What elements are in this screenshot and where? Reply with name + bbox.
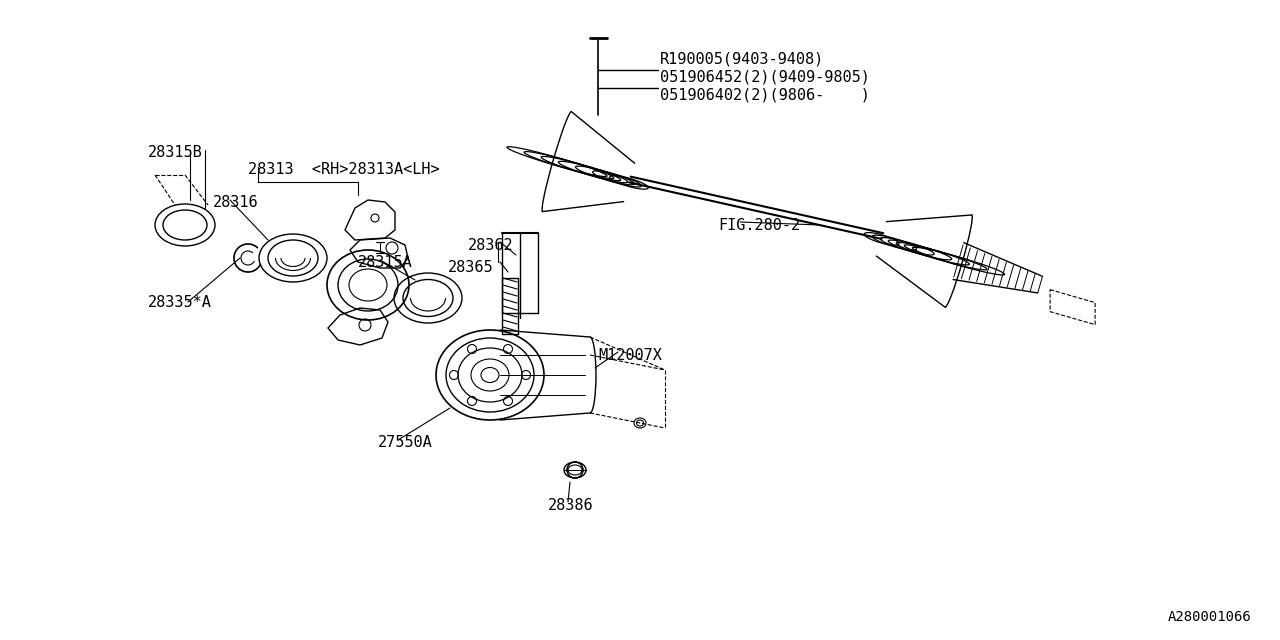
Text: FIG.280-2: FIG.280-2 [718,218,800,233]
Text: 27550A: 27550A [378,435,433,450]
Text: M12007X: M12007X [598,348,662,363]
Text: 28315B: 28315B [148,145,202,160]
Text: 28365: 28365 [448,260,494,275]
Text: 28313  <RH>28313A<LH>: 28313 <RH>28313A<LH> [248,162,439,177]
Text: A280001066: A280001066 [1169,610,1252,624]
Text: 051906452(2)(9409-9805): 051906452(2)(9409-9805) [660,70,870,85]
Text: 051906402(2)(9806-    ): 051906402(2)(9806- ) [660,88,870,103]
Text: 28386: 28386 [548,498,594,513]
Text: 28362: 28362 [468,238,513,253]
Text: 28315A: 28315A [358,255,412,270]
Text: 28335*A: 28335*A [148,295,212,310]
Text: 28316: 28316 [212,195,259,210]
Text: R190005(9403-9408): R190005(9403-9408) [660,52,824,67]
